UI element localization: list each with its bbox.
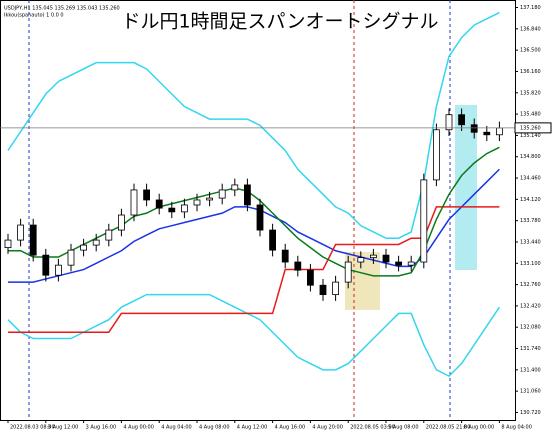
candle-body <box>168 207 176 213</box>
indicator-line <box>8 146 500 277</box>
candle-body <box>495 127 503 136</box>
candle-body <box>231 184 239 191</box>
x-tick-label: 4 Aug 12:00 <box>237 425 268 431</box>
y-tick-label: 135.140 <box>520 133 541 139</box>
candle-body <box>55 264 62 276</box>
candle-body <box>206 197 214 201</box>
candle-body <box>382 254 390 263</box>
candle-body <box>319 284 327 296</box>
y-tick-label: 133.780 <box>520 218 541 224</box>
candle-body <box>180 204 188 213</box>
candle-body <box>105 229 113 241</box>
chart-title: ドル円1時間足スパンオートシグナル <box>121 11 438 33</box>
candle-body <box>80 244 87 251</box>
candle-body <box>483 131 491 136</box>
y-tick-label: 132.760 <box>520 282 541 288</box>
candle-body <box>395 261 403 266</box>
candle-body <box>118 214 125 231</box>
y-tick-label: 135.820 <box>520 90 541 96</box>
candle-body <box>432 129 440 181</box>
candle-body <box>294 261 302 271</box>
candle-body <box>470 124 478 133</box>
candle-body <box>306 269 314 286</box>
candle-body <box>143 189 151 201</box>
info-line: USDJPY,H1 135.045 135.269 135.043 135.26… <box>4 6 120 12</box>
x-tick-label: 4 Aug 04:00 <box>161 425 192 431</box>
indicator-line <box>7 11 500 239</box>
candle-body <box>130 189 138 216</box>
candle-body <box>458 114 466 126</box>
y-tick-label: 131.400 <box>520 367 541 373</box>
x-tick-label: 3 Aug 16:00 <box>86 425 117 431</box>
candle-body <box>256 204 264 231</box>
candle-body <box>407 261 415 266</box>
candle-body <box>155 199 163 209</box>
y-tick-label: 133.100 <box>520 261 541 267</box>
y-tick-label: 131.060 <box>520 389 541 395</box>
y-tick-label: 132.080 <box>520 325 541 331</box>
last-price-label: 135.260 <box>520 125 541 131</box>
y-tick-label: 130.720 <box>520 410 541 416</box>
y-tick-label: 136.160 <box>520 69 541 75</box>
candle-body <box>4 239 12 249</box>
candle-body <box>17 224 25 241</box>
candle-body <box>269 229 277 251</box>
candle-body <box>357 257 365 263</box>
candle-body <box>445 114 453 131</box>
x-tick-label: 8 Aug 00:00 <box>464 425 495 431</box>
candle-body <box>42 254 50 276</box>
x-tick-label: 4 Aug 08:00 <box>199 425 230 431</box>
plot-frame <box>0 0 516 421</box>
x-tick-label: 2022.08.05 21:00 <box>426 425 471 431</box>
candle-body <box>29 224 37 256</box>
x-tick-label: 4 Aug 20:00 <box>312 425 343 431</box>
candle-body <box>218 189 226 199</box>
y-tick-label: 133.440 <box>520 239 541 245</box>
candle-body <box>193 199 201 206</box>
y-tick-label: 131.740 <box>520 346 541 352</box>
x-tick-label: 8 Aug 04:00 <box>501 425 532 431</box>
y-tick-label: 132.420 <box>520 303 541 309</box>
y-tick-label: 135.480 <box>520 112 541 118</box>
y-tick-label: 136.840 <box>520 26 541 32</box>
indicator-line <box>8 206 500 333</box>
y-tick-label: 137.180 <box>520 5 541 11</box>
candle-body <box>344 261 352 283</box>
last-price-box <box>514 122 552 134</box>
signal-zone <box>455 105 477 270</box>
candle-body <box>92 239 100 246</box>
y-tick-label: 134.460 <box>520 176 541 182</box>
candle-body <box>67 249 75 266</box>
info-line: Ikkou(spanauto) 1 0.0 0 <box>4 13 64 19</box>
x-tick-label: 2022.08.05 03:00 <box>350 425 395 431</box>
x-tick-label: 3 Aug 12:00 <box>48 425 79 431</box>
x-tick-label: 4 Aug 00:00 <box>123 425 154 431</box>
indicator-line <box>7 293 501 378</box>
x-tick-label: 5 Aug 08:00 <box>388 425 419 431</box>
candle-body <box>243 184 251 206</box>
y-tick-label: 134.120 <box>520 197 541 203</box>
candle-body <box>281 249 289 263</box>
y-tick-label: 134.800 <box>520 154 541 160</box>
candle-body <box>332 281 340 296</box>
candle-body <box>369 254 377 259</box>
candle-body <box>420 179 428 263</box>
y-tick-label: 136.500 <box>520 48 541 54</box>
x-tick-label: 4 Aug 16:00 <box>275 425 306 431</box>
x-tick-label: 2022.08.03 08:00 <box>10 425 55 431</box>
